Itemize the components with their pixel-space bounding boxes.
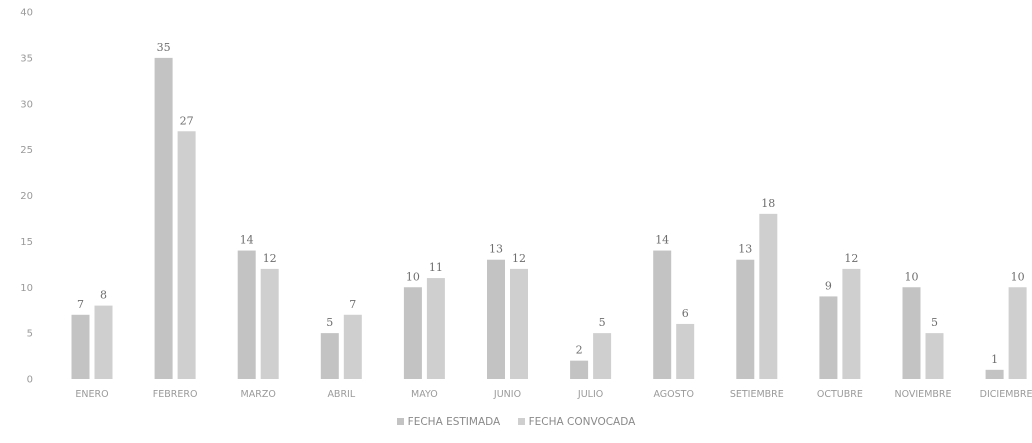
data-label-fecha-convocada-mayo: 11 [429,261,443,274]
bar-fecha-estimada-febrero [154,57,173,379]
bar-fecha-estimada-setiembre [736,259,755,379]
bar-fecha-convocada-diciembre [1008,287,1027,379]
bar-fecha-convocada-enero [94,305,113,379]
data-label-fecha-estimada-julio: 2 [576,344,583,357]
data-label-fecha-convocada-octubre: 12 [844,252,858,265]
data-label-fecha-estimada-enero: 7 [77,298,84,311]
bar-fecha-estimada-abril [320,333,339,379]
y-axis: 0 5 10 15 20 25 30 35 40 [20,8,33,386]
data-label-fecha-estimada-setiembre: 13 [738,243,752,256]
data-label-fecha-estimada-mayo: 10 [406,270,420,283]
bar-fecha-convocada-junio [510,268,528,379]
bar-fecha-estimada-noviembre [902,287,921,379]
y-tick-label-20: 20 [20,191,33,202]
legend: FECHA ESTIMADA FECHA CONVOCADA [0,416,1032,428]
bars [71,57,1027,379]
y-tick-label-10: 10 [20,283,33,294]
bar-fecha-convocada-agosto [676,323,695,379]
bar-fecha-estimada-junio [487,259,505,379]
legend-label-fecha-convocada: FECHA CONVOCADA [528,416,636,428]
y-tick-label-30: 30 [20,99,33,110]
legend-item-fecha-convocada: FECHA CONVOCADA [517,416,636,428]
x-tick-label-enero: ENERO [75,389,108,400]
data-label-fecha-estimada-abril: 5 [326,316,333,329]
x-tick-label-octubre: OCTUBRE [817,389,863,400]
data-label-fecha-convocada-agosto: 6 [682,307,689,320]
data-label-fecha-convocada-junio: 12 [512,252,526,265]
data-label-fecha-convocada-febrero: 27 [180,114,194,127]
data-label-fecha-convocada-enero: 8 [100,289,107,302]
data-label-fecha-convocada-noviembre: 5 [931,316,938,329]
bar-fecha-convocada-setiembre [759,213,778,379]
x-tick-label-mayo: MAYO [411,389,438,400]
bar-fecha-convocada-octubre [842,268,861,379]
bar-fecha-estimada-agosto [653,250,672,379]
x-tick-label-setiembre: SETIEMBRE [730,389,784,400]
legend-swatch-fecha-convocada [517,418,525,425]
bar-fecha-convocada-marzo [260,268,279,379]
bar-fecha-estimada-octubre [819,296,838,379]
data-label-fecha-estimada-junio: 13 [489,243,503,256]
data-label-fecha-estimada-febrero: 35 [157,41,171,54]
y-tick-label-25: 25 [20,145,33,156]
x-tick-label-noviembre: NOVIEMBRE [894,389,951,400]
legend-label-fecha-estimada: FECHA ESTIMADA [407,416,501,428]
bar-fecha-estimada-diciembre [985,369,1004,379]
bar-fecha-convocada-febrero [177,131,196,379]
bar-fecha-estimada-enero [71,314,90,379]
y-tick-label-35: 35 [20,53,33,64]
bar-fecha-convocada-mayo [426,278,445,379]
y-tick-label-40: 40 [20,8,33,19]
data-label-fecha-estimada-marzo: 14 [240,234,254,247]
x-tick-label-diciembre: DICIEMBRE [980,389,1032,400]
bar-fecha-convocada-abril [343,314,362,379]
bar-fecha-estimada-marzo [237,250,256,379]
y-tick-label-5: 5 [27,329,33,340]
x-axis: ENERO FEBRERO MARZO ABRIL MAYO JUNIO JULIO AGOS… [75,389,1032,400]
bar-fecha-estimada-julio [570,360,589,379]
data-label-fecha-convocada-abril: 7 [349,298,356,311]
bar-fecha-convocada-julio [593,333,612,379]
x-tick-label-abril: ABRIL [327,389,355,400]
bar-fecha-estimada-mayo [403,287,422,379]
data-label-fecha-convocada-setiembre: 18 [761,197,775,210]
legend-item-fecha-estimada: FECHA ESTIMADA [396,416,501,428]
y-tick-label-0: 0 [27,375,33,386]
x-tick-label-marzo: MARZO [241,389,276,400]
bar-fecha-convocada-noviembre [925,333,944,379]
data-label-fecha-estimada-octubre: 9 [825,279,832,292]
data-label-fecha-convocada-diciembre: 10 [1011,270,1025,283]
x-tick-label-febrero: FEBRERO [153,389,198,400]
data-labels: 7 8 35 27 14 12 5 7 10 11 13 12 2 5 14 6 13 18 9 12 10 5 1 10 [77,41,1025,366]
legend-swatch-fecha-estimada [396,418,404,425]
x-tick-label-agosto: AGOSTO [653,389,693,400]
data-label-fecha-convocada-julio: 5 [599,316,606,329]
x-tick-label-julio: JULIO [577,389,603,400]
data-label-fecha-convocada-marzo: 12 [263,252,277,265]
data-label-fecha-estimada-diciembre: 1 [991,353,998,366]
x-tick-label-junio: JUNIO [493,389,521,400]
data-label-fecha-estimada-noviembre: 10 [905,270,919,283]
data-label-fecha-estimada-agosto: 14 [655,234,669,247]
y-tick-label-15: 15 [20,237,33,248]
